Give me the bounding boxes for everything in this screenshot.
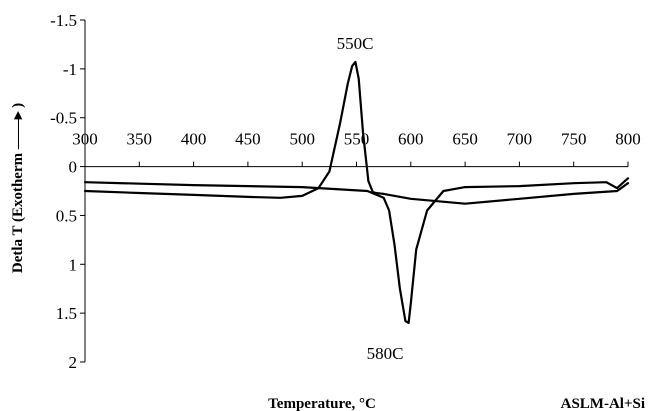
y-tick-label: -1.5 [50, 11, 77, 30]
x-tick-label: 350 [127, 130, 153, 149]
y-axis: -1.5 -1 -0.5 0 0.5 1 1.5 2 [50, 11, 86, 372]
sample-label: ASLM-Al+Si [561, 396, 645, 411]
y-tick-label: 1.5 [56, 304, 77, 323]
y-tick-label: -0.5 [50, 109, 77, 128]
x-tick-label: 650 [452, 130, 478, 149]
y-tick-label: 0.5 [56, 206, 77, 225]
x-tick-label: 300 [72, 130, 98, 149]
series-line-1 [83, 60, 630, 205]
x-axis: 300 350 400 450 500 550 600 650 700 750 800 [72, 130, 641, 168]
x-tick-label: 700 [507, 130, 533, 149]
x-tick-label: 500 [289, 130, 315, 149]
annotation-peak-exo: 550C [337, 34, 374, 53]
series-lines [83, 60, 630, 324]
x-tick-label: 800 [615, 130, 641, 149]
y-tick-label: 0 [69, 158, 78, 177]
y-axis-title: Detla T (Exotherm ——▸ ) [10, 103, 26, 273]
x-axis-title: Temperature, °C [268, 396, 376, 411]
series-line-2 [83, 177, 630, 324]
x-tick-label: 600 [398, 130, 424, 149]
y-tick-label: -1 [63, 60, 77, 79]
x-tick-label: 400 [181, 130, 207, 149]
y-tick-label: 2 [69, 353, 78, 372]
annotation-peak-endo: 580C [367, 344, 404, 363]
y-tick-label: 1 [69, 255, 78, 274]
x-tick-label: 450 [235, 130, 261, 149]
x-tick-label: 750 [561, 130, 587, 149]
